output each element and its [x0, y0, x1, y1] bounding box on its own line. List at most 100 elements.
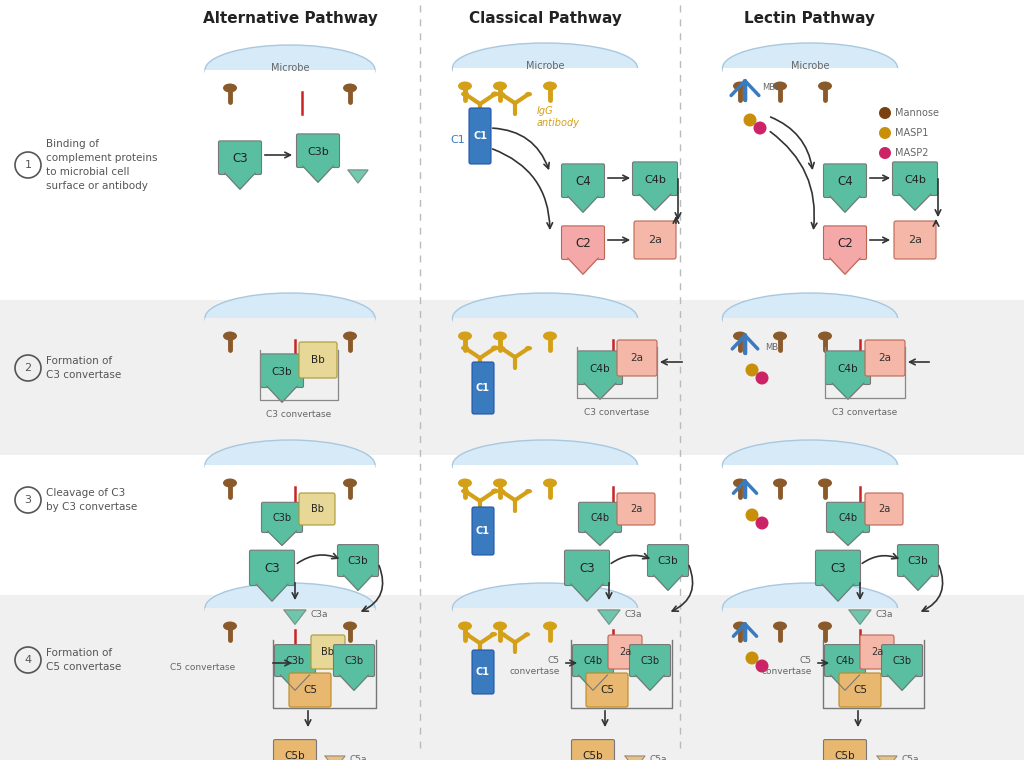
- Ellipse shape: [223, 84, 237, 93]
- Text: C3b: C3b: [271, 366, 292, 377]
- Ellipse shape: [205, 293, 375, 343]
- Bar: [205, 608, 375, 638]
- Text: 2: 2: [25, 363, 32, 373]
- Ellipse shape: [723, 43, 897, 93]
- Ellipse shape: [733, 622, 746, 631]
- FancyBboxPatch shape: [472, 650, 494, 694]
- Polygon shape: [822, 584, 854, 601]
- Bar: [453, 465, 638, 495]
- Ellipse shape: [743, 113, 757, 126]
- Polygon shape: [829, 196, 860, 212]
- FancyBboxPatch shape: [823, 226, 866, 259]
- FancyBboxPatch shape: [824, 644, 865, 676]
- FancyBboxPatch shape: [578, 351, 623, 385]
- Bar: [453, 318, 638, 348]
- Polygon shape: [267, 386, 297, 402]
- Text: MBL: MBL: [762, 84, 779, 93]
- Polygon shape: [267, 531, 296, 546]
- FancyBboxPatch shape: [579, 502, 622, 533]
- Bar: [0, 455, 1024, 595]
- Text: C1: C1: [473, 131, 487, 141]
- Text: MASP2: MASP2: [895, 148, 929, 158]
- FancyBboxPatch shape: [860, 635, 894, 669]
- Ellipse shape: [733, 331, 746, 340]
- Ellipse shape: [463, 632, 470, 636]
- FancyBboxPatch shape: [608, 635, 642, 669]
- FancyBboxPatch shape: [893, 162, 938, 195]
- Ellipse shape: [500, 632, 506, 636]
- Ellipse shape: [490, 91, 499, 97]
- Polygon shape: [833, 383, 864, 399]
- Text: Alternative Pathway: Alternative Pathway: [203, 11, 378, 26]
- Text: C5
convertase: C5 convertase: [510, 656, 560, 676]
- FancyBboxPatch shape: [647, 545, 688, 577]
- Ellipse shape: [461, 346, 469, 350]
- Text: C4b: C4b: [904, 175, 926, 185]
- Polygon shape: [325, 756, 345, 760]
- Polygon shape: [877, 756, 897, 760]
- FancyBboxPatch shape: [823, 164, 866, 198]
- FancyBboxPatch shape: [273, 739, 316, 760]
- Text: C3b: C3b: [657, 556, 678, 566]
- Bar: [453, 68, 638, 98]
- Polygon shape: [567, 258, 598, 274]
- Polygon shape: [303, 166, 333, 182]
- Text: 2a: 2a: [879, 353, 892, 363]
- FancyBboxPatch shape: [274, 644, 315, 676]
- Ellipse shape: [453, 440, 638, 490]
- Polygon shape: [653, 575, 682, 591]
- FancyBboxPatch shape: [882, 644, 923, 676]
- Ellipse shape: [733, 479, 746, 487]
- FancyBboxPatch shape: [572, 644, 613, 676]
- Ellipse shape: [490, 346, 499, 350]
- Bar: [0, 0, 1024, 300]
- Text: Microbe: Microbe: [791, 61, 829, 71]
- Text: C1: C1: [476, 667, 490, 677]
- FancyBboxPatch shape: [617, 493, 655, 525]
- Ellipse shape: [205, 440, 375, 490]
- Ellipse shape: [818, 81, 831, 90]
- FancyBboxPatch shape: [261, 502, 302, 533]
- Ellipse shape: [461, 91, 469, 97]
- Text: C5b: C5b: [835, 752, 855, 760]
- Text: MASP1: MASP1: [895, 128, 929, 138]
- FancyBboxPatch shape: [839, 673, 881, 707]
- Ellipse shape: [879, 127, 891, 139]
- Polygon shape: [849, 610, 871, 624]
- Ellipse shape: [773, 479, 787, 487]
- Ellipse shape: [205, 583, 375, 633]
- Text: C5b: C5b: [285, 752, 305, 760]
- Text: C3b: C3b: [640, 657, 659, 667]
- Polygon shape: [567, 196, 598, 212]
- Text: C3 convertase: C3 convertase: [833, 408, 898, 417]
- Ellipse shape: [453, 583, 638, 633]
- Text: C3: C3: [830, 562, 846, 575]
- Text: Microbe: Microbe: [525, 61, 564, 71]
- Text: C3: C3: [232, 152, 248, 165]
- Ellipse shape: [879, 147, 891, 159]
- Ellipse shape: [879, 107, 891, 119]
- Ellipse shape: [543, 81, 557, 90]
- Ellipse shape: [461, 489, 469, 493]
- Bar: [205, 70, 375, 100]
- Text: Cleavage of C3
by C3 convertase: Cleavage of C3 by C3 convertase: [46, 488, 137, 512]
- Ellipse shape: [543, 622, 557, 631]
- Text: C3b: C3b: [272, 513, 292, 523]
- FancyBboxPatch shape: [299, 493, 335, 525]
- Text: Classical Pathway: Classical Pathway: [469, 11, 622, 26]
- Ellipse shape: [493, 331, 507, 340]
- FancyBboxPatch shape: [299, 342, 337, 378]
- Ellipse shape: [745, 363, 759, 376]
- FancyBboxPatch shape: [865, 493, 903, 525]
- Text: C3a: C3a: [876, 610, 893, 619]
- Text: C5: C5: [853, 685, 867, 695]
- Ellipse shape: [524, 632, 530, 636]
- Bar: [453, 608, 638, 638]
- Bar: [723, 318, 897, 348]
- FancyBboxPatch shape: [561, 226, 604, 259]
- Text: C4b: C4b: [591, 513, 609, 523]
- Ellipse shape: [493, 81, 507, 90]
- Bar: [723, 68, 897, 98]
- Bar: [205, 318, 375, 348]
- FancyBboxPatch shape: [260, 354, 303, 388]
